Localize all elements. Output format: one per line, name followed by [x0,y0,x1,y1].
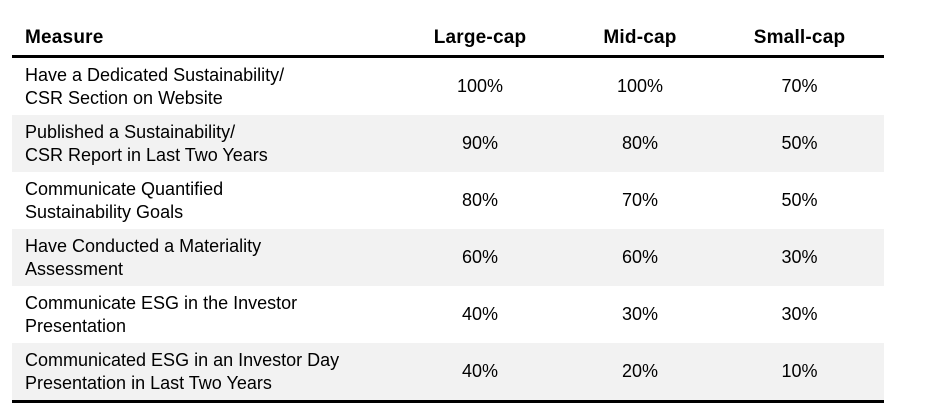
small-cap-cell: 70% [781,76,818,96]
sustainability-measures-table: Measure Large-cap Mid-cap Small-cap Have… [12,17,884,403]
column-header-large-cap: Large-cap [433,27,527,48]
table-row: Published a Sustainability/ CSR Report i… [12,115,884,172]
measure-cell: Communicate ESG in the Investor Presenta… [25,292,298,336]
large-cap-cell: 60% [461,247,499,267]
measure-cell: Communicate Quantified Sustainability Go… [25,178,224,222]
measure-cell: Published a Sustainability/ CSR Report i… [25,121,268,165]
column-header-measure: Measure [25,27,104,48]
mid-cap-cell: 20% [621,361,659,381]
small-cap-cell: 50% [781,190,818,210]
small-cap-cell: 30% [781,304,818,324]
table-header-row: Measure Large-cap Mid-cap Small-cap [12,17,884,58]
small-cap-cell: 30% [781,247,818,267]
measure-cell: Have a Dedicated Sustainability/ CSR Sec… [25,64,285,108]
table-row: Have Conducted a Materiality Assessment … [12,229,884,286]
column-header-mid-cap: Mid-cap [603,27,677,48]
small-cap-cell: 50% [781,133,818,153]
table-row: Communicated ESG in an Investor Day Pres… [12,343,884,400]
small-cap-cell: 10% [781,361,818,381]
measure-cell: Communicated ESG in an Investor Day Pres… [25,349,340,393]
table-row: Communicate ESG in the Investor Presenta… [12,286,884,343]
mid-cap-cell: 100% [616,76,664,96]
mid-cap-cell: 80% [621,133,659,153]
table-row: Communicate Quantified Sustainability Go… [12,172,884,229]
large-cap-cell: 90% [461,133,499,153]
large-cap-cell: 40% [461,304,499,324]
table-body: Have a Dedicated Sustainability/ CSR Sec… [12,58,884,403]
mid-cap-cell: 30% [621,304,659,324]
large-cap-cell: 80% [461,190,499,210]
measure-cell: Have Conducted a Materiality Assessment [25,235,262,279]
large-cap-cell: 40% [461,361,499,381]
mid-cap-cell: 70% [621,190,659,210]
column-header-small-cap: Small-cap [753,27,846,48]
mid-cap-cell: 60% [621,247,659,267]
large-cap-cell: 100% [456,76,504,96]
table-row: Have a Dedicated Sustainability/ CSR Sec… [12,58,884,115]
